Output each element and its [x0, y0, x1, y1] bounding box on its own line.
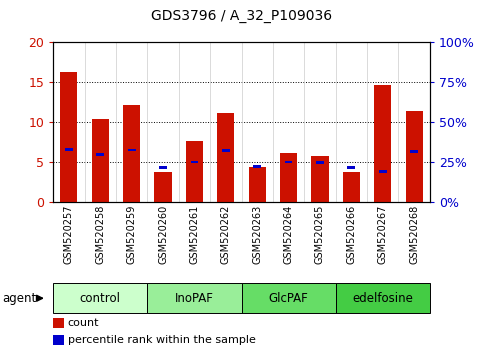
Bar — [128, 149, 136, 152]
Bar — [96, 153, 104, 156]
Text: agent: agent — [2, 292, 37, 305]
Bar — [343, 172, 360, 202]
Bar — [280, 153, 297, 202]
Bar — [312, 156, 328, 202]
Bar — [155, 172, 171, 202]
Text: GlcPAF: GlcPAF — [269, 292, 309, 305]
Bar — [217, 113, 234, 202]
Bar — [410, 150, 418, 153]
Bar — [222, 149, 230, 152]
Text: count: count — [68, 318, 99, 328]
Bar — [92, 119, 109, 202]
Bar — [406, 111, 423, 202]
Bar — [284, 161, 293, 163]
Bar — [253, 165, 261, 168]
Text: edelfosine: edelfosine — [352, 292, 413, 305]
Bar — [190, 161, 199, 163]
Bar — [159, 166, 167, 169]
Bar — [60, 72, 77, 202]
Bar — [379, 170, 387, 173]
Text: percentile rank within the sample: percentile rank within the sample — [68, 335, 256, 345]
Bar — [249, 167, 266, 202]
Text: GDS3796 / A_32_P109036: GDS3796 / A_32_P109036 — [151, 9, 332, 23]
Bar — [374, 85, 391, 202]
Bar — [316, 161, 324, 164]
Text: control: control — [80, 292, 121, 305]
Text: InoPAF: InoPAF — [175, 292, 214, 305]
Bar — [186, 141, 203, 202]
Bar — [123, 105, 140, 202]
Bar — [347, 166, 355, 169]
Bar — [65, 148, 73, 150]
